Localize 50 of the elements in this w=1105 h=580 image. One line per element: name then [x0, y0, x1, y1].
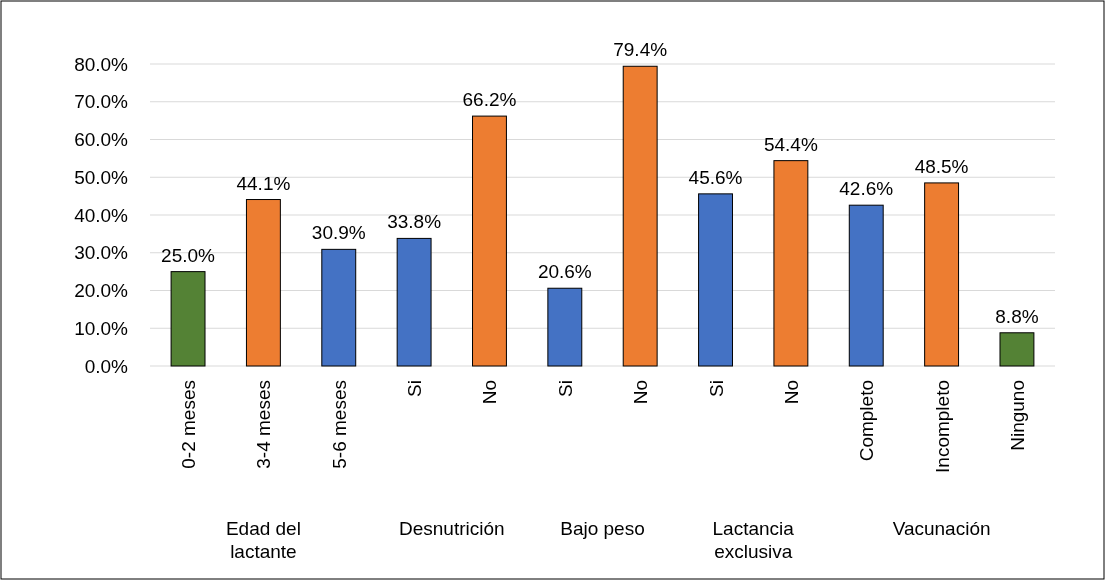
x-tick-label: No [479, 380, 501, 405]
bar [848, 204, 884, 367]
data-label: 33.8% [387, 211, 442, 233]
bar [773, 160, 809, 367]
bar [622, 65, 658, 367]
text: Bajo peso [560, 518, 645, 539]
data-label: 44.1% [236, 172, 291, 194]
y-tick-label: 0.0% [84, 355, 129, 377]
bar [245, 199, 281, 367]
bar [547, 287, 583, 367]
x-tick-label: 5-6 meses [328, 380, 350, 469]
data-label: 45.6% [688, 166, 743, 188]
x-tick-label: Ninguno [1006, 380, 1028, 451]
y-tick-label: 60.0% [74, 129, 129, 151]
x-tick-label: 0-2 meses [178, 380, 200, 469]
y-tick-label: 70.0% [74, 91, 129, 113]
data-label: 25.0% [161, 244, 216, 266]
data-label: 66.2% [462, 89, 517, 111]
bar [170, 271, 206, 367]
y-tick-label: 50.0% [74, 166, 129, 188]
x-tick-label: No [630, 380, 652, 405]
bar [924, 182, 960, 367]
x-tick-label: Completo [856, 380, 878, 462]
text: Lactancia exclusiva [712, 518, 795, 562]
x-tick-label: Si [705, 380, 727, 397]
data-label: 20.6% [537, 261, 592, 283]
text: Edad del lactante [225, 518, 301, 562]
bar [472, 115, 507, 367]
bar [698, 193, 733, 367]
data-label: 8.8% [995, 305, 1039, 327]
y-tick-label: 80.0% [74, 53, 129, 75]
data-label: 42.6% [839, 178, 894, 200]
x-tick-label: No [780, 380, 802, 405]
text: Vacunación [892, 518, 991, 539]
x-tick-label: Si [554, 380, 576, 397]
y-tick-label: 30.0% [74, 242, 129, 264]
data-label: 79.4% [613, 39, 668, 61]
bar [321, 248, 357, 367]
x-tick-label: Si [404, 380, 426, 397]
data-label: 30.9% [311, 222, 366, 244]
y-tick-label: 20.0% [74, 280, 129, 302]
bar [999, 332, 1035, 367]
y-tick-label: 40.0% [74, 204, 129, 226]
text: Desnutrición [398, 518, 505, 539]
x-tick-label: Incompleto [931, 380, 953, 473]
x-tick-label: 3-4 meses [253, 380, 275, 469]
bar [396, 237, 432, 367]
data-label: 54.4% [763, 133, 818, 155]
data-label: 48.5% [914, 155, 969, 177]
y-tick-label: 10.0% [74, 317, 129, 339]
